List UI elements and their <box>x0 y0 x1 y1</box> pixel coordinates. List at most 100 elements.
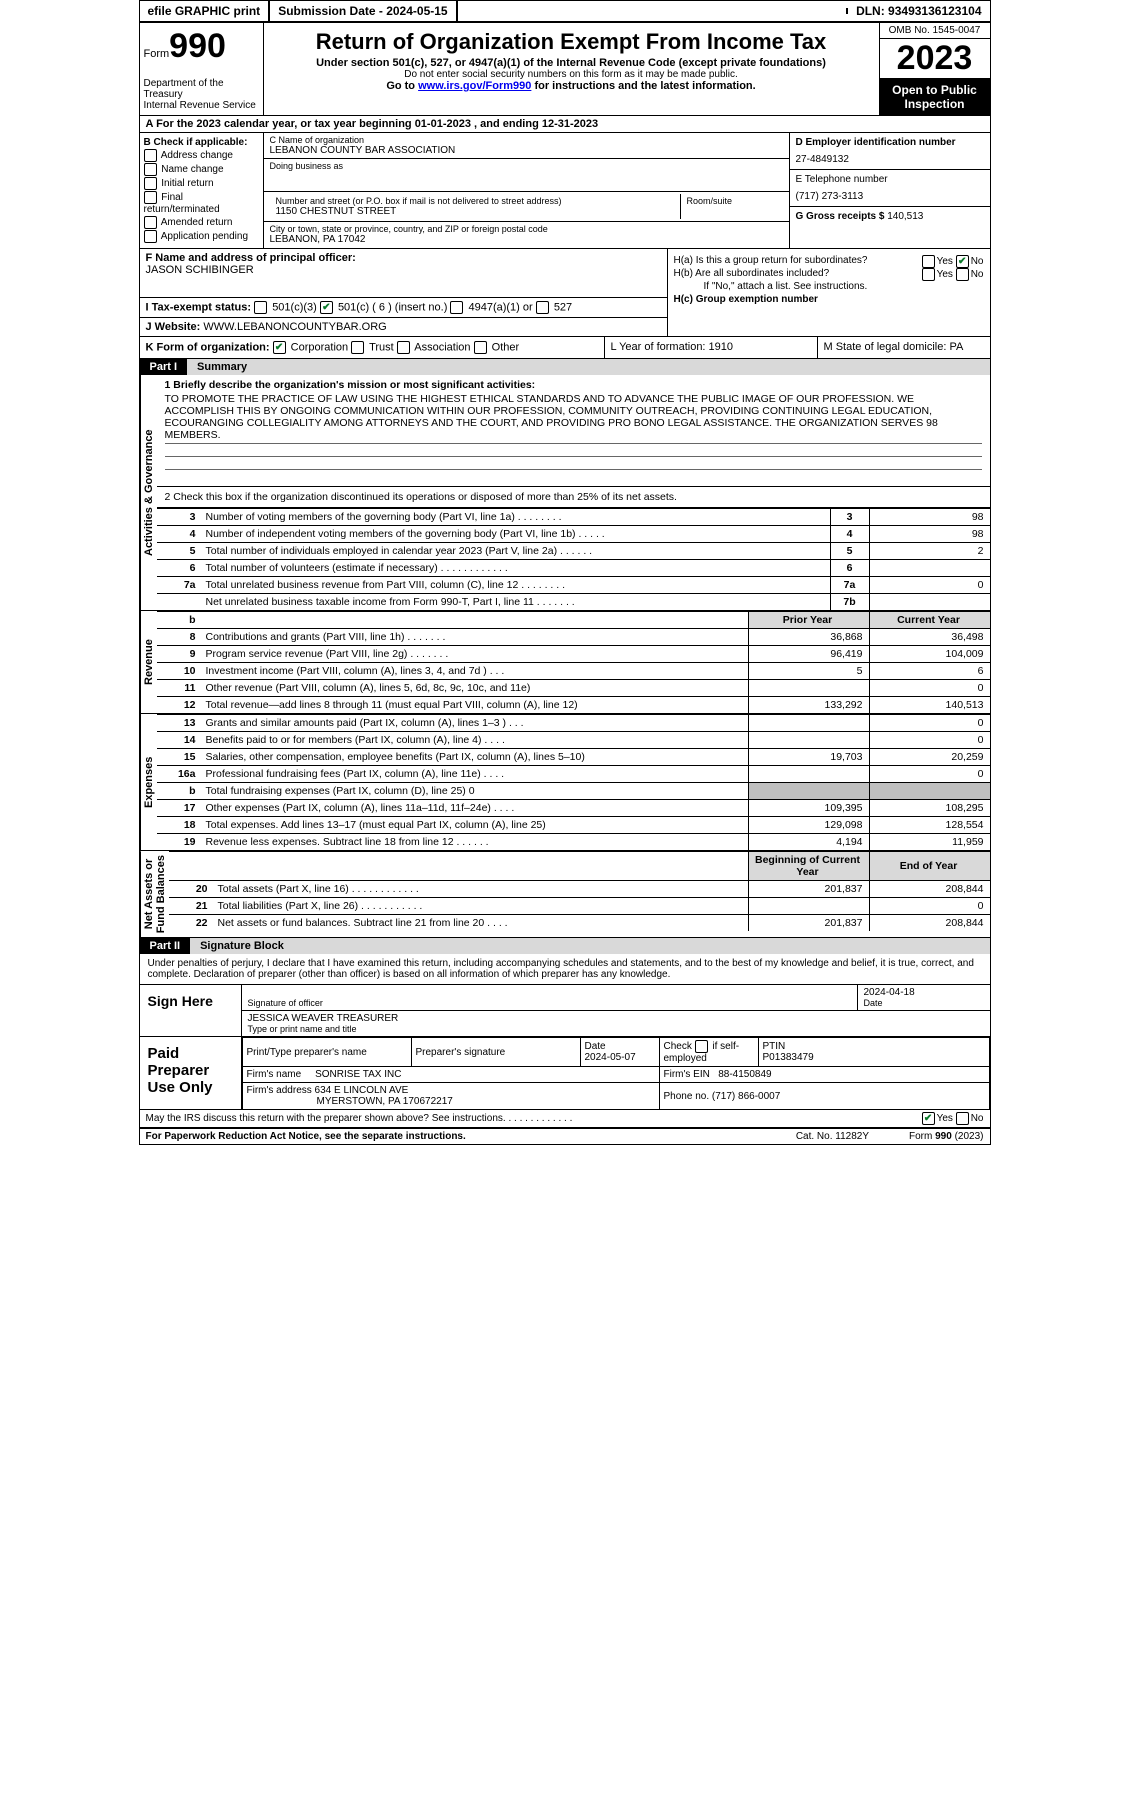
sign-here: Sign Here <box>140 985 242 1036</box>
k-trust[interactable] <box>351 341 364 354</box>
k-assoc[interactable] <box>397 341 410 354</box>
col-b-item[interactable]: Name change <box>144 163 259 176</box>
hb-note: If "No," attach a list. See instructions… <box>674 281 984 292</box>
part-2-header: Part II Signature Block <box>140 938 990 954</box>
dln: DLN: 93493136123104 <box>848 1 989 21</box>
paid-preparer-row: Paid Preparer Use Only Print/Type prepar… <box>140 1036 990 1109</box>
efile-print[interactable]: efile GRAPHIC print <box>140 1 271 21</box>
discuss-line: May the IRS discuss this return with the… <box>140 1109 990 1127</box>
form-header: Form990 Department of the Treasury Inter… <box>140 23 990 116</box>
line-a: A For the 2023 calendar year, or tax yea… <box>140 116 990 133</box>
goto-post: for instructions and the latest informat… <box>531 80 755 92</box>
part2-title: Signature Block <box>190 938 989 954</box>
header-right: OMB No. 1545-0047 2023 Open to Public In… <box>879 23 990 115</box>
net-assets: Net Assets or Fund Balances Beginning of… <box>140 851 990 938</box>
hb-label: H(b) Are all subordinates included? <box>674 268 830 279</box>
col-b-item[interactable]: Address change <box>144 149 259 162</box>
vert-ag: Activities & Governance <box>140 375 157 610</box>
opt-501c: 501(c) ( 6 ) (insert no.) <box>338 301 447 313</box>
blank-cell <box>458 8 848 14</box>
hb-no[interactable] <box>956 268 969 281</box>
col-b-item[interactable]: Application pending <box>144 230 259 243</box>
line-2: 2 Check this box if the organization dis… <box>165 491 677 503</box>
footer-mid: Cat. No. 11282Y <box>796 1131 869 1142</box>
rev-table: bPrior YearCurrent Year8Contributions an… <box>157 611 990 713</box>
hc-label: H(c) Group exemption number <box>674 294 818 305</box>
subtitle-2: Do not enter social security numbers on … <box>274 69 869 80</box>
mission-label: 1 Briefly describe the organization's mi… <box>165 379 982 391</box>
vert-exp: Expenses <box>140 714 157 850</box>
col-b-item[interactable]: Final return/terminated <box>144 191 259 215</box>
col-b: B Check if applicable: Address change Na… <box>140 133 264 248</box>
paid-preparer-label: Paid Preparer Use Only <box>140 1037 242 1109</box>
footer-left: For Paperwork Reduction Act Notice, see … <box>146 1131 466 1142</box>
sig-date: 2024-04-18 <box>864 987 984 998</box>
col-b-header: B Check if applicable: <box>144 137 259 148</box>
f-label: F Name and address of principal officer: <box>146 252 661 264</box>
street: 1150 CHESTNUT STREET <box>276 206 397 217</box>
form-word: Form <box>144 48 170 60</box>
col-c: C Name of organization LEBANON COUNTY BA… <box>264 133 789 248</box>
527-checkbox[interactable] <box>536 301 549 314</box>
ha-no[interactable] <box>956 255 969 268</box>
col-b-item[interactable]: Initial return <box>144 177 259 190</box>
name-title-lbl: Type or print name and title <box>248 1024 357 1034</box>
k-corp[interactable] <box>273 341 286 354</box>
sig-date-lbl: Date <box>864 998 883 1008</box>
city-label: City or town, state or province, country… <box>270 224 783 234</box>
ha-label: H(a) Is this a group return for subordin… <box>674 255 868 266</box>
phone: (717) 273-3113 <box>796 191 984 202</box>
opt-527: 527 <box>554 301 572 313</box>
501c-checkbox[interactable] <box>320 301 333 314</box>
ha-yes[interactable] <box>922 255 935 268</box>
l-year: L Year of formation: 1910 <box>604 337 817 358</box>
k-label: K Form of organization: <box>146 341 270 353</box>
gross-receipts: 140,513 <box>887 211 923 222</box>
vert-rev: Revenue <box>140 611 157 713</box>
org-name: LEBANON COUNTY BAR ASSOCIATION <box>270 145 456 156</box>
revenue: Revenue bPrior YearCurrent Year8Contribu… <box>140 611 990 714</box>
subtitle-1: Under section 501(c), 527, or 4947(a)(1)… <box>274 57 869 69</box>
website: WWW.LEBANONCOUNTYBAR.ORG <box>203 321 386 333</box>
sig-officer-lbl: Signature of officer <box>248 998 323 1008</box>
mission-text: TO PROMOTE THE PRACTICE OF LAW USING THE… <box>165 393 982 441</box>
j-label: J Website: <box>146 321 201 333</box>
phone-label: E Telephone number <box>796 174 984 185</box>
tax-year: 2023 <box>880 39 990 79</box>
h-section: H(a) Is this a group return for subordin… <box>667 249 990 336</box>
self-emp-checkbox[interactable] <box>695 1040 708 1053</box>
open-inspection: Open to Public Inspection <box>880 79 990 115</box>
ein: 27-4849132 <box>796 154 984 165</box>
footer: For Paperwork Reduction Act Notice, see … <box>140 1127 990 1144</box>
perjury-text: Under penalties of perjury, I declare th… <box>140 954 990 984</box>
section-f-to-j: F Name and address of principal officer:… <box>140 249 990 337</box>
part1-label: Part I <box>140 359 188 375</box>
gross-label: G Gross receipts $ <box>796 211 885 222</box>
activities-governance: Activities & Governance 1 Briefly descri… <box>140 375 990 611</box>
form-number: 990 <box>169 27 226 65</box>
header-left: Form990 Department of the Treasury Inter… <box>140 23 264 115</box>
i-label: I Tax-exempt status: <box>146 301 252 313</box>
preparer-table: Print/Type preparer's name Preparer's si… <box>242 1037 990 1109</box>
header-mid: Return of Organization Exempt From Incom… <box>264 23 879 115</box>
part-1-header: Part I Summary <box>140 359 990 375</box>
vert-net: Net Assets or Fund Balances <box>140 851 169 937</box>
exp-table: 13Grants and similar amounts paid (Part … <box>157 714 990 850</box>
k-other[interactable] <box>474 341 487 354</box>
section-b-to-g: B Check if applicable: Address change Na… <box>140 133 990 249</box>
opt-4947: 4947(a)(1) or <box>468 301 532 313</box>
501c3-checkbox[interactable] <box>254 301 267 314</box>
fij-left: F Name and address of principal officer:… <box>140 249 667 336</box>
discuss-yes[interactable] <box>922 1112 935 1125</box>
discuss-no[interactable] <box>956 1112 969 1125</box>
dba-label: Doing business as <box>270 161 783 171</box>
mission-block: 1 Briefly describe the organization's mi… <box>157 375 990 487</box>
opt-501c3: 501(c)(3) <box>272 301 317 313</box>
col-b-item[interactable]: Amended return <box>144 216 259 229</box>
discuss-text: May the IRS discuss this return with the… <box>146 1113 573 1124</box>
dept-treasury: Department of the Treasury Internal Reve… <box>144 78 259 111</box>
part1-title: Summary <box>187 359 989 375</box>
irs-link[interactable]: www.irs.gov/Form990 <box>418 80 531 92</box>
hb-yes[interactable] <box>922 268 935 281</box>
4947-checkbox[interactable] <box>450 301 463 314</box>
